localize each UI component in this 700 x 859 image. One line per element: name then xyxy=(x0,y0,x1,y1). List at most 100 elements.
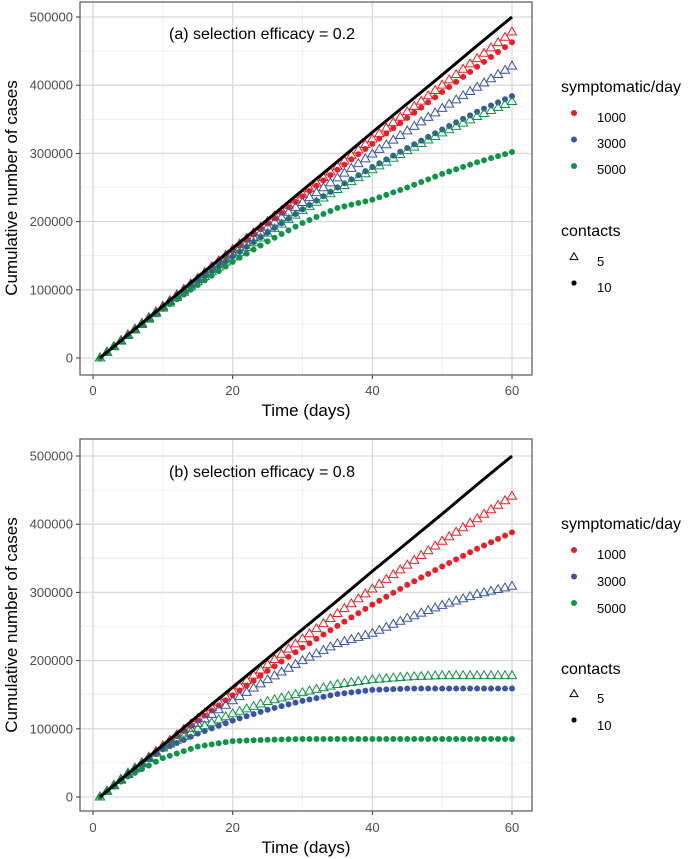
data-point-triangle xyxy=(338,167,350,177)
data-point-triangle xyxy=(220,710,232,721)
panel-a-legend-shape-title: contacts xyxy=(561,223,621,240)
panel-a-legend-color-title: symptomatic/day xyxy=(561,79,681,96)
data-point-circle xyxy=(404,685,411,692)
legend-key-circle xyxy=(571,280,577,286)
panel-b-legend-label-1000: 1000 xyxy=(597,547,626,562)
data-point-triangle xyxy=(352,675,364,686)
data-point-triangle xyxy=(310,186,322,197)
data-point-triangle xyxy=(192,722,204,733)
data-point-circle xyxy=(299,736,306,743)
data-point-circle xyxy=(285,736,292,743)
data-point-circle xyxy=(404,114,411,121)
data-point-triangle xyxy=(290,688,301,698)
panel-a-reference-line xyxy=(99,15,513,360)
data-point-circle xyxy=(215,268,222,275)
data-point-circle xyxy=(488,736,495,743)
data-point-circle xyxy=(250,677,257,684)
data-point-circle xyxy=(404,736,411,743)
data-point-circle xyxy=(257,242,264,249)
data-point-circle xyxy=(341,618,348,625)
data-point-circle xyxy=(397,685,404,692)
panel-a-legend-label-10: 10 xyxy=(597,280,611,295)
data-point-circle xyxy=(292,223,299,230)
data-point-circle xyxy=(208,741,215,748)
data-point-triangle xyxy=(450,595,462,605)
data-point-circle xyxy=(474,736,481,743)
data-point-circle xyxy=(159,755,166,762)
data-point-circle xyxy=(397,186,404,193)
data-point-circle xyxy=(390,189,397,196)
data-point-circle xyxy=(292,699,299,706)
data-point-triangle xyxy=(276,692,288,702)
data-point-circle xyxy=(390,125,397,132)
data-point-triangle xyxy=(269,693,281,704)
panel-a-y-tick-label: 200000 xyxy=(30,214,73,229)
data-point-triangle xyxy=(436,669,448,680)
panel-b-y-tick-label: 100000 xyxy=(30,721,73,736)
panel-b-y-tick-label: 300000 xyxy=(30,585,73,600)
data-point-triangle xyxy=(199,719,211,730)
panel-b-x-tick-label: 0 xyxy=(89,820,96,835)
panel-b-y-tick-label: 0 xyxy=(66,790,73,805)
panel-b-y-tick-label: 200000 xyxy=(30,653,73,668)
legend-key-5000 xyxy=(571,600,577,606)
data-point-triangle xyxy=(255,232,267,242)
data-point-circle xyxy=(362,168,369,175)
data-point-triangle xyxy=(248,700,260,710)
data-point-circle xyxy=(292,649,299,656)
data-point-circle xyxy=(320,210,327,217)
data-point-circle xyxy=(369,164,376,171)
data-point-circle xyxy=(418,574,425,581)
data-point-circle xyxy=(327,188,334,195)
data-point-triangle xyxy=(492,499,504,509)
data-point-circle xyxy=(334,622,341,629)
data-point-circle xyxy=(488,685,495,692)
data-point-circle xyxy=(425,99,432,106)
data-point-circle xyxy=(467,549,474,556)
data-point-circle xyxy=(467,161,474,168)
data-point-triangle xyxy=(304,627,315,638)
data-point-triangle xyxy=(485,669,497,680)
data-point-triangle xyxy=(317,681,329,692)
data-point-triangle xyxy=(401,105,413,116)
data-point-circle xyxy=(327,692,334,699)
data-point-circle xyxy=(397,736,404,743)
legend-key-triangle xyxy=(569,251,579,261)
data-point-circle xyxy=(201,742,208,749)
data-point-circle xyxy=(460,73,467,80)
data-point-circle xyxy=(222,739,229,746)
data-point-triangle xyxy=(297,686,308,697)
data-point-circle xyxy=(376,597,383,604)
data-point-circle xyxy=(334,691,341,698)
data-point-triangle xyxy=(415,607,427,617)
data-point-circle xyxy=(383,736,390,743)
data-point-circle xyxy=(362,736,369,743)
data-point-circle xyxy=(257,708,264,715)
panel-a-legend-label-1000: 1000 xyxy=(597,110,626,125)
panel-b-x-tick-label: 40 xyxy=(365,820,379,835)
data-point-triangle xyxy=(464,669,476,680)
data-point-circle xyxy=(383,130,390,137)
data-point-circle xyxy=(152,758,159,765)
data-point-triangle xyxy=(471,669,483,680)
data-point-circle xyxy=(299,219,306,226)
data-point-triangle xyxy=(248,236,260,247)
data-point-triangle xyxy=(506,580,518,590)
data-point-circle xyxy=(166,743,173,750)
data-point-triangle xyxy=(366,583,378,593)
data-point-circle xyxy=(488,155,495,162)
panel-a-legend-label-3000: 3000 xyxy=(597,136,626,151)
data-point-triangle xyxy=(283,690,295,700)
data-point-circle xyxy=(250,246,257,253)
data-point-circle xyxy=(376,135,383,142)
data-point-triangle xyxy=(499,582,511,592)
data-point-circle xyxy=(474,63,481,70)
data-point-triangle xyxy=(429,670,441,680)
legend-key-1000 xyxy=(571,110,577,116)
data-point-triangle xyxy=(492,583,504,594)
data-point-triangle xyxy=(415,549,427,560)
data-point-circle xyxy=(446,83,453,90)
data-point-triangle xyxy=(401,125,413,135)
data-point-circle xyxy=(229,717,236,724)
data-point-triangle xyxy=(380,672,392,683)
